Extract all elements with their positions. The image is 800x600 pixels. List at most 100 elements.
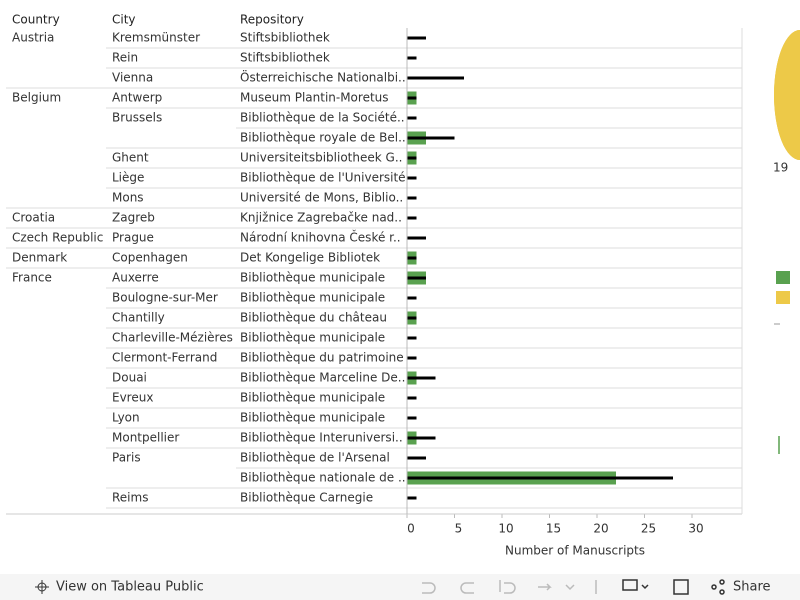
country: France: [12, 271, 52, 285]
reference-bar: [407, 256, 417, 260]
reference-bar: [407, 116, 417, 120]
toolbar-actions[interactable]: [622, 579, 725, 595]
share-button[interactable]: Share: [733, 580, 771, 595]
x-tick-label: 20: [593, 522, 608, 536]
reference-bar: [407, 496, 417, 500]
toolbar-icons: [422, 580, 597, 594]
tableau-icon[interactable]: [35, 580, 49, 594]
repository: Bibliothèque royale de Bel..: [240, 131, 406, 145]
repository: Bibliothèque de la Société..: [240, 111, 405, 125]
city: Boulogne-sur-Mer: [112, 291, 218, 305]
reference-bar: [407, 36, 426, 40]
x-tick-label: 0: [407, 522, 415, 536]
city: Mons: [112, 191, 144, 205]
country: Austria: [12, 31, 54, 45]
city: Evreux: [112, 391, 153, 405]
repository: Österreichische Nationalbi..: [240, 69, 406, 85]
repository: Université de Mons, Biblio..: [240, 191, 403, 205]
toolbar: [0, 574, 800, 600]
reference-bar: [407, 456, 426, 460]
legend-swatch: [776, 271, 790, 284]
reference-bar: [407, 196, 417, 200]
city: Lyon: [112, 411, 140, 425]
reference-bar: [407, 296, 417, 300]
repository: Bibliothèque Carnegie: [240, 491, 373, 505]
repository: Knjižnice Zagrebačke nad..: [240, 211, 402, 225]
city: Liège: [112, 171, 144, 185]
reference-bar: [407, 476, 673, 480]
x-axis-title: Number of Manuscripts: [505, 544, 645, 558]
repository: Bibliothèque municipale: [240, 291, 385, 305]
column-header: City: [112, 13, 136, 27]
reference-bar: [407, 376, 436, 380]
country: Czech Republic: [12, 231, 103, 245]
view-on-tableau-link[interactable]: View on Tableau Public: [56, 580, 204, 595]
city: Vienna: [112, 71, 153, 85]
repository: Stiftsbibliothek: [240, 31, 330, 45]
city: Antwerp: [112, 91, 162, 105]
repository: Bibliothèque de l'Université: [240, 171, 406, 185]
x-tick-label: 30: [688, 522, 703, 536]
column-header: Country: [12, 13, 60, 27]
city: Montpellier: [112, 431, 179, 445]
rows: Austria Kremsmünster Stiftsbibliothek Rein S…: [6, 31, 742, 536]
city: Paris: [112, 451, 141, 465]
column-header: Repository: [240, 13, 304, 27]
country: Croatia: [12, 211, 55, 225]
repository: Bibliothèque Interuniversi..: [240, 431, 403, 445]
reference-bar: [407, 156, 417, 160]
x-tick-label: 10: [498, 522, 513, 536]
repository: Bibliothèque municipale: [240, 271, 385, 285]
x-tick-label: 15: [546, 522, 561, 536]
city: Douai: [112, 371, 147, 385]
repository: Bibliothèque municipale: [240, 411, 385, 425]
reference-bar: [407, 396, 417, 400]
repository: Národní knihovna České r..: [240, 230, 401, 245]
city: Zagreb: [112, 211, 155, 225]
pie-fragment: [774, 30, 800, 160]
legend-swatch: [776, 291, 790, 304]
reference-bar: [407, 136, 455, 140]
city: Chantilly: [112, 311, 165, 325]
city: Reims: [112, 491, 148, 505]
reference-bar: [407, 216, 417, 220]
reference-bar: [407, 336, 417, 340]
reference-bar: [407, 436, 436, 440]
reference-bar: [407, 416, 417, 420]
repository: Det Kongelige Bibliotek: [240, 251, 380, 265]
repository: Bibliothèque du château: [240, 311, 387, 325]
city: Kremsmünster: [112, 31, 200, 45]
city: Charleville-Mézières: [112, 331, 233, 345]
city: Rein: [112, 51, 138, 65]
city: Copenhagen: [112, 251, 188, 265]
country: Belgium: [12, 91, 61, 105]
repository: Museum Plantin-Moretus: [240, 91, 389, 105]
city: Brussels: [112, 111, 162, 125]
repository: Bibliothèque nationale de ..: [240, 471, 406, 485]
pie-label: 19: [773, 161, 788, 175]
repository: Bibliothèque municipale: [240, 331, 385, 345]
reference-bar: [407, 316, 417, 320]
reference-bar: [407, 276, 426, 280]
repository: Bibliothèque Marceline De..: [240, 371, 405, 385]
x-tick-label: 5: [455, 522, 463, 536]
repository: Bibliothèque du patrimoine: [240, 351, 404, 365]
reference-bar: [407, 176, 417, 180]
reference-bar: [407, 356, 417, 360]
city: Prague: [112, 231, 154, 245]
city: Ghent: [112, 151, 149, 165]
reference-bar: [407, 236, 426, 240]
country: Denmark: [12, 251, 67, 265]
city: Clermont-Ferrand: [112, 351, 217, 365]
reference-bar: [407, 76, 464, 80]
repository: Bibliothèque municipale: [240, 391, 385, 405]
repository: Bibliothèque de l'Arsenal: [240, 451, 390, 465]
x-tick-label: 25: [641, 522, 656, 536]
reference-bar: [407, 96, 417, 100]
city: Auxerre: [112, 271, 159, 285]
reference-bar: [407, 56, 417, 60]
repository: Universiteitsbibliotheek G..: [240, 151, 402, 165]
repository: Stiftsbibliothek: [240, 51, 330, 65]
